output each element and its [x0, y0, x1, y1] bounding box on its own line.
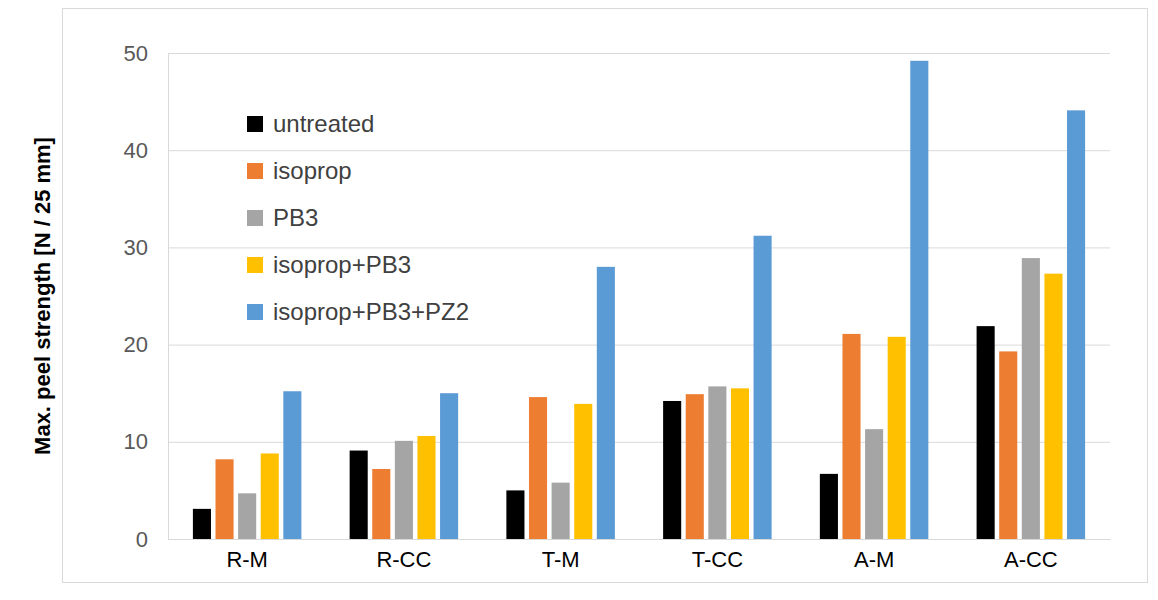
y-tick-label: 0: [136, 527, 148, 552]
bar-series: [193, 326, 995, 539]
legend-label: untreated: [273, 110, 374, 137]
x-tick-label: A-CC: [1004, 547, 1058, 572]
bar: [216, 459, 234, 539]
bar: [283, 391, 301, 539]
legend-swatch: [247, 304, 263, 320]
y-axis-title: Max. peel strength [N / 25 mm]: [30, 137, 55, 455]
bar: [842, 334, 860, 539]
bar: [731, 388, 749, 539]
x-axis: R-M R-CC T-M T-CC A-M A-CC: [169, 539, 1111, 572]
legend-label: isoprop: [273, 157, 352, 184]
y-tick: 10: [124, 429, 168, 454]
bar-series: [216, 334, 1018, 539]
legend-swatch: [247, 163, 263, 179]
bar: [1022, 258, 1040, 539]
bar: [686, 394, 704, 539]
grid-line: [168, 150, 1110, 151]
x-tick: R-CC: [376, 539, 431, 572]
y-axis-line: [168, 54, 169, 540]
x-tick: R-M: [226, 539, 268, 572]
legend-item: isoprop: [247, 157, 352, 184]
x-axis-line: [169, 539, 1111, 540]
bar: [820, 474, 838, 539]
x-tick: A-M: [854, 539, 894, 572]
legend-swatch: [247, 257, 263, 273]
bar: [708, 386, 726, 539]
bar: [350, 451, 368, 539]
grid-line: [168, 247, 1110, 248]
x-tick-label: R-M: [226, 547, 268, 572]
bar: [910, 61, 928, 539]
bar: [1067, 110, 1085, 539]
x-tick-label: T-M: [542, 547, 580, 572]
plot: 0 10 20 30 40 50 R-M R-CC T-M T-CC A-M A-CC: [124, 41, 1111, 572]
legend-label: PB3: [273, 204, 318, 231]
bar: [417, 436, 435, 539]
y-tick-label: 50: [124, 41, 148, 66]
x-tick: T-M: [542, 539, 580, 572]
bars: [193, 61, 1085, 539]
bar: [440, 393, 458, 539]
chart-border: [63, 9, 1148, 583]
bar: [193, 509, 211, 539]
bar: [395, 441, 413, 539]
y-tick: 40: [124, 138, 168, 163]
y-tick-label: 10: [124, 429, 148, 454]
y-tick: 50: [124, 41, 168, 66]
y-tick-label: 30: [124, 235, 148, 260]
x-tick-label: A-M: [854, 547, 894, 572]
bar: [574, 404, 592, 539]
legend-item: isoprop+PB3+PZ2: [247, 298, 469, 325]
bar: [999, 351, 1017, 539]
bar: [261, 453, 279, 539]
y-tick-label: 40: [124, 138, 148, 163]
x-tick-label: R-CC: [376, 547, 431, 572]
legend: untreated isoprop PB3 isoprop+PB3 isoprop+PB…: [247, 110, 469, 325]
legend-item: PB3: [247, 204, 318, 231]
legend-label: isoprop+PB3: [273, 251, 411, 278]
legend-label: isoprop+PB3+PZ2: [273, 298, 469, 325]
grid-line: [168, 442, 1110, 443]
bar-series: [261, 274, 1063, 539]
y-axis: 0 10 20 30 40 50: [124, 41, 169, 552]
chart: 0 10 20 30 40 50 R-M R-CC T-M T-CC A-M A-CC Max. pee…: [0, 0, 1158, 600]
x-tick: T-CC: [692, 539, 743, 572]
y-tick-label: 20: [124, 332, 148, 357]
bar: [865, 429, 883, 539]
bar: [597, 267, 615, 539]
grid: [168, 54, 1110, 540]
x-tick-label: T-CC: [692, 547, 743, 572]
bar: [238, 493, 256, 539]
bar: [977, 326, 995, 539]
legend-item: untreated: [247, 110, 374, 137]
bar: [372, 469, 390, 539]
bar: [754, 236, 772, 539]
bar: [529, 397, 547, 539]
legend-item: isoprop+PB3: [247, 251, 411, 278]
y-tick: 0: [136, 527, 168, 552]
legend-swatch: [247, 210, 263, 226]
x-tick: A-CC: [1004, 539, 1058, 572]
bar: [1044, 274, 1062, 539]
bar: [506, 490, 524, 539]
grid-line: [168, 53, 1110, 54]
grid-line: [168, 345, 1110, 346]
bar: [552, 483, 570, 539]
grid-line: [168, 539, 1110, 540]
y-tick: 30: [124, 235, 168, 260]
bar: [888, 337, 906, 539]
y-tick: 20: [124, 332, 168, 357]
legend-swatch: [247, 116, 263, 132]
bar: [663, 401, 681, 539]
